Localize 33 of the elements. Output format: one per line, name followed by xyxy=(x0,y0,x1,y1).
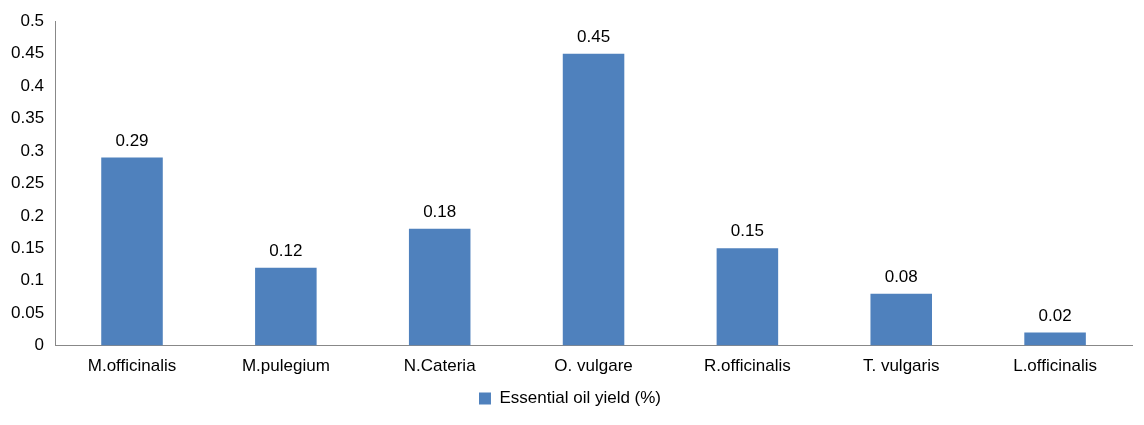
y-tick-label: 0.2 xyxy=(20,205,45,225)
bar xyxy=(562,53,625,346)
data-label: 0.45 xyxy=(577,26,611,46)
y-tick-label: 0.25 xyxy=(10,173,45,193)
y-tick-label: 0 xyxy=(34,335,45,355)
bar xyxy=(408,228,471,346)
y-tick-label: 0.1 xyxy=(20,270,45,290)
data-label: 0.15 xyxy=(730,221,764,241)
x-tick-label: L.officinalis xyxy=(1013,356,1097,376)
x-tick-label: N.Cateria xyxy=(403,356,477,376)
bar xyxy=(255,267,317,346)
data-label: 0.08 xyxy=(884,266,918,286)
data-label: 0.02 xyxy=(1038,305,1072,325)
bar xyxy=(870,293,932,346)
y-tick-label: 0.05 xyxy=(10,302,45,322)
x-tick-label: R.officinalis xyxy=(704,356,791,376)
y-tick-label: 0.45 xyxy=(10,43,45,63)
y-tick-label: 0.35 xyxy=(10,108,45,128)
x-tick-label: O. vulgare xyxy=(554,356,633,376)
x-tick-label: M.officinalis xyxy=(87,356,177,376)
data-label: 0.18 xyxy=(423,202,457,221)
y-tick-label: 0.3 xyxy=(20,140,45,160)
x-tick-label: T. vulgaris xyxy=(862,356,940,376)
data-label: 0.29 xyxy=(115,130,149,150)
data-label: 0.12 xyxy=(269,240,303,260)
legend-label: Essential oil yield (%) xyxy=(499,388,662,408)
bar xyxy=(101,157,163,346)
y-tick-label: 0.15 xyxy=(10,237,45,257)
y-tick-label: 0.4 xyxy=(20,75,45,95)
bar xyxy=(1024,332,1086,346)
bar xyxy=(716,248,779,346)
y-tick-label: 0.5 xyxy=(20,10,45,30)
x-tick-label: M.pulegium xyxy=(241,356,330,376)
